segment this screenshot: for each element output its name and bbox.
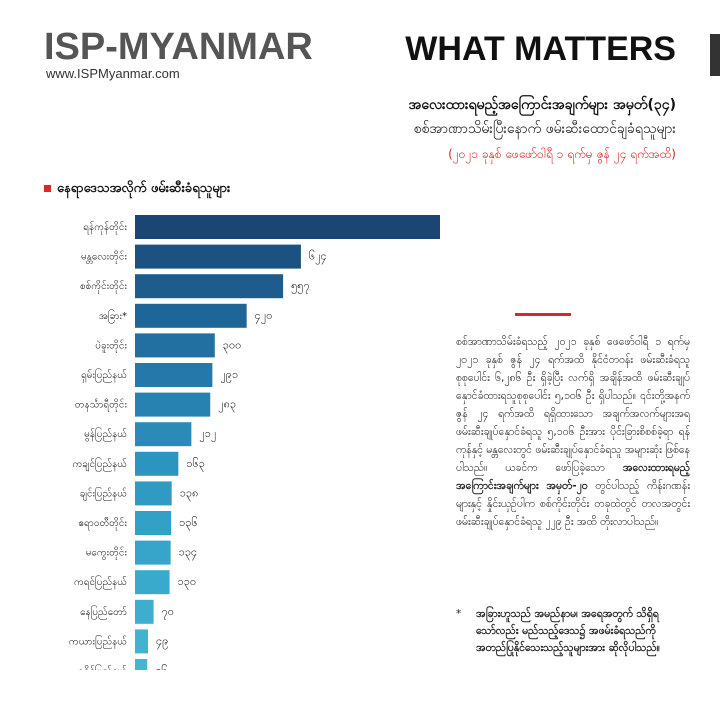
category-label: မွန်ပြည်နယ်: [84, 426, 127, 442]
category-label: စစ်ကိုင်းတိုင်း: [80, 279, 127, 294]
tagline: WHAT MATTERS: [405, 30, 676, 68]
category-label: ပဲခူးတိုင်း: [95, 338, 127, 353]
body-text: စစ်အာဏာသိမ်းခံရသည့် ၂၀၂၁ ခုနှစ် ဖေဖော်ဝါ…: [456, 333, 690, 531]
bar: [135, 303, 247, 328]
bar: [135, 244, 301, 269]
category-label: တနင်္သာရီတိုင်း: [75, 398, 128, 413]
value-label: ၇၀: [162, 605, 174, 620]
body-start: စစ်အာဏာသိမ်းခံရသည့် ၂၀၂၁ ခုနှစ် ဖေဖော်ဝါ…: [456, 336, 690, 474]
bullet: [44, 185, 51, 192]
value-label: ၁၃၈: [180, 486, 199, 501]
bar: [135, 570, 170, 595]
bar: [135, 599, 154, 624]
category-label: မန္တလေးတိုင်း: [81, 250, 128, 265]
value-label: ၄၂၀: [255, 309, 273, 324]
divider: [515, 313, 571, 316]
value-label: ၁၃၆: [179, 516, 198, 531]
value-label: ၂၁၂: [199, 427, 216, 442]
brand: ISP-MYANMAR: [44, 26, 313, 68]
url: www.ISPMyanmar.com: [46, 66, 180, 81]
bar: [135, 511, 172, 535]
bar: [135, 659, 148, 670]
value-label: ၅၅၇: [291, 279, 310, 294]
category-label: မကွေးတိုင်း: [86, 546, 128, 561]
value-label: ၆၂၄: [309, 250, 327, 265]
category-label: ကယားပြည်နယ်: [69, 633, 127, 649]
chart-heading: နေရာဒေသအလိုက် ဖမ်းဆီးခံရသူများ: [44, 180, 230, 199]
value-label: ၂၈၃: [218, 398, 236, 413]
chart-title: အလေးထားရမည့်အကြောင်းအချက်များ အမှတ်(၃၄): [408, 97, 676, 113]
chart: ရန်ကုန်တိုင်း၁၅၄၂မန္တလေးတိုင်း၆၂၄စစ်ကိုင…: [69, 215, 440, 670]
category-label: ရခိုင်ပြည်နယ်: [78, 663, 127, 670]
category-label: ရှမ်းပြည်နယ်: [81, 367, 127, 383]
value-label: ၁၃၄: [179, 546, 198, 561]
period: (၂၀၂၁ ခုနှစ် ဖေဖော်ဝါရီ ၁ ရက်မှ ဇွန် ၂၄ …: [448, 147, 676, 161]
heading-text: နေရာဒေသအလိုက် ဖမ်းဆီးခံရသူများ: [57, 181, 231, 196]
category-label: ဧရာဝတီတိုင်း: [78, 516, 127, 531]
bar: [135, 629, 149, 654]
value-label: ၁၃၀: [178, 575, 197, 590]
note-mark: *: [456, 608, 462, 620]
bar: [135, 274, 284, 299]
chart-subtitle: စစ်အာဏာသိမ်းပြီးနောက် ဖမ်းဆီးထောင်ချခံရသ…: [413, 121, 676, 137]
body-end: တွင်ပါသည့် ကိန်းဂဏန်းများနှင့် နှိုင်းယှ…: [456, 480, 690, 528]
category-label: ကချင်ပြည်နယ်: [73, 456, 127, 472]
footnote: * အခြားဟူသည် အမည်နာမ၊ အရေအတွက် သိရှိရသော်…: [456, 606, 690, 657]
bar: [135, 422, 192, 447]
bar: [135, 451, 179, 476]
value-label: ၄၉: [156, 634, 168, 649]
bar: [135, 333, 215, 358]
category-label: ကရင်ပြည်နယ်: [74, 574, 127, 590]
value-label: ၁၆၃: [186, 457, 205, 472]
side-tab: [710, 34, 720, 76]
bar: [135, 215, 440, 239]
category-label: ရန်ကုန်တိုင်း: [83, 220, 127, 235]
category-label: အခြား*: [99, 308, 127, 324]
value-label: ၃၀၀: [223, 338, 242, 353]
note-text: အခြားဟူသည် အမည်နာမ၊ အရေအတွက် သိရှိရသော်လ…: [476, 608, 660, 654]
value-label: ၂၉၁: [220, 368, 238, 383]
titles: အလေးထားရမည့်အကြောင်းအချက်များ အမှတ်(၃၄) …: [116, 95, 676, 164]
bar: [135, 363, 213, 387]
value-label: ၄၆: [155, 664, 167, 670]
category-label: နေပြည်တော်: [80, 604, 127, 620]
category-label: ချင်းပြည်နယ်: [80, 485, 127, 501]
bar: [135, 392, 211, 417]
bar: [135, 481, 172, 506]
body-bold: အလေးထားရမည့် အကြောင်းအချက်များ အမှတ်-၂၀: [456, 462, 690, 492]
bar: [135, 540, 171, 565]
